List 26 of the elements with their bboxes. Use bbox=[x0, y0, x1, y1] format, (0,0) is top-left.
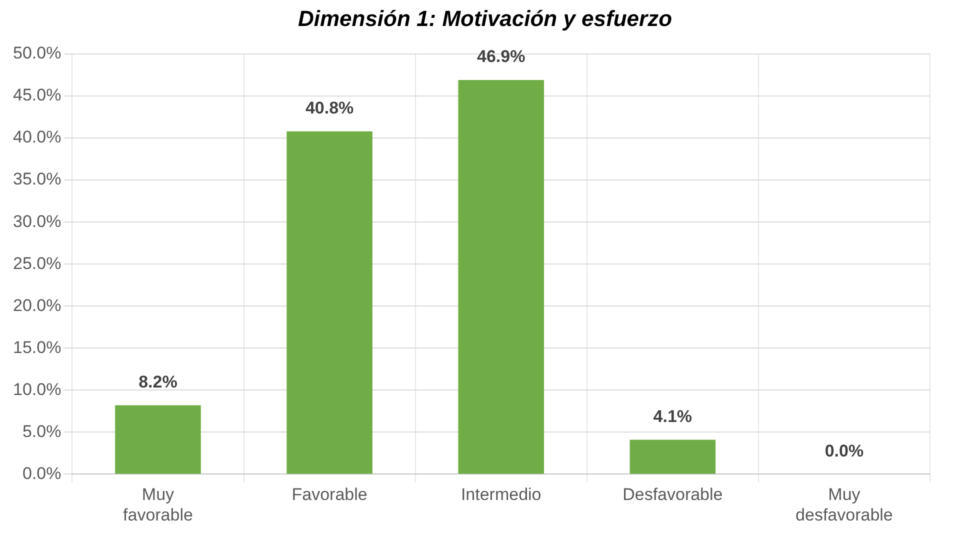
x-tick-label: Muy favorable bbox=[123, 485, 193, 524]
y-tick-label: 50.0% bbox=[13, 44, 62, 63]
y-tick-label: 25.0% bbox=[13, 254, 62, 273]
data-label: 4.1% bbox=[653, 406, 692, 426]
bar bbox=[115, 405, 201, 474]
data-label: 40.8% bbox=[305, 98, 354, 118]
y-tick-label: 10.0% bbox=[13, 380, 62, 399]
chart-title: Dimensión 1: Motivación y esfuerzo bbox=[296, 6, 674, 32]
y-tick-label: 30.0% bbox=[13, 212, 62, 231]
x-tick-label: Muy desfavorable bbox=[796, 485, 893, 524]
y-tick-label: 15.0% bbox=[13, 338, 62, 357]
y-tick-label: 20.0% bbox=[13, 296, 62, 315]
bar bbox=[630, 440, 716, 474]
bar bbox=[458, 80, 544, 474]
bar bbox=[286, 131, 372, 474]
y-tick-label: 35.0% bbox=[13, 170, 62, 189]
y-tick-label: 45.0% bbox=[13, 86, 62, 105]
data-label: 0.0% bbox=[824, 441, 864, 460]
x-tick-label: Intermedio bbox=[460, 485, 542, 504]
y-tick-label: 0.0% bbox=[22, 464, 62, 483]
x-tick-label: Desfavorable bbox=[622, 485, 723, 504]
y-tick-label: 5.0% bbox=[22, 422, 62, 441]
y-tick-label: 40.0% bbox=[13, 128, 62, 147]
data-label: 8.2% bbox=[138, 372, 178, 392]
x-tick-label: Favorable bbox=[292, 485, 368, 504]
data-label: 46.9% bbox=[477, 47, 526, 66]
